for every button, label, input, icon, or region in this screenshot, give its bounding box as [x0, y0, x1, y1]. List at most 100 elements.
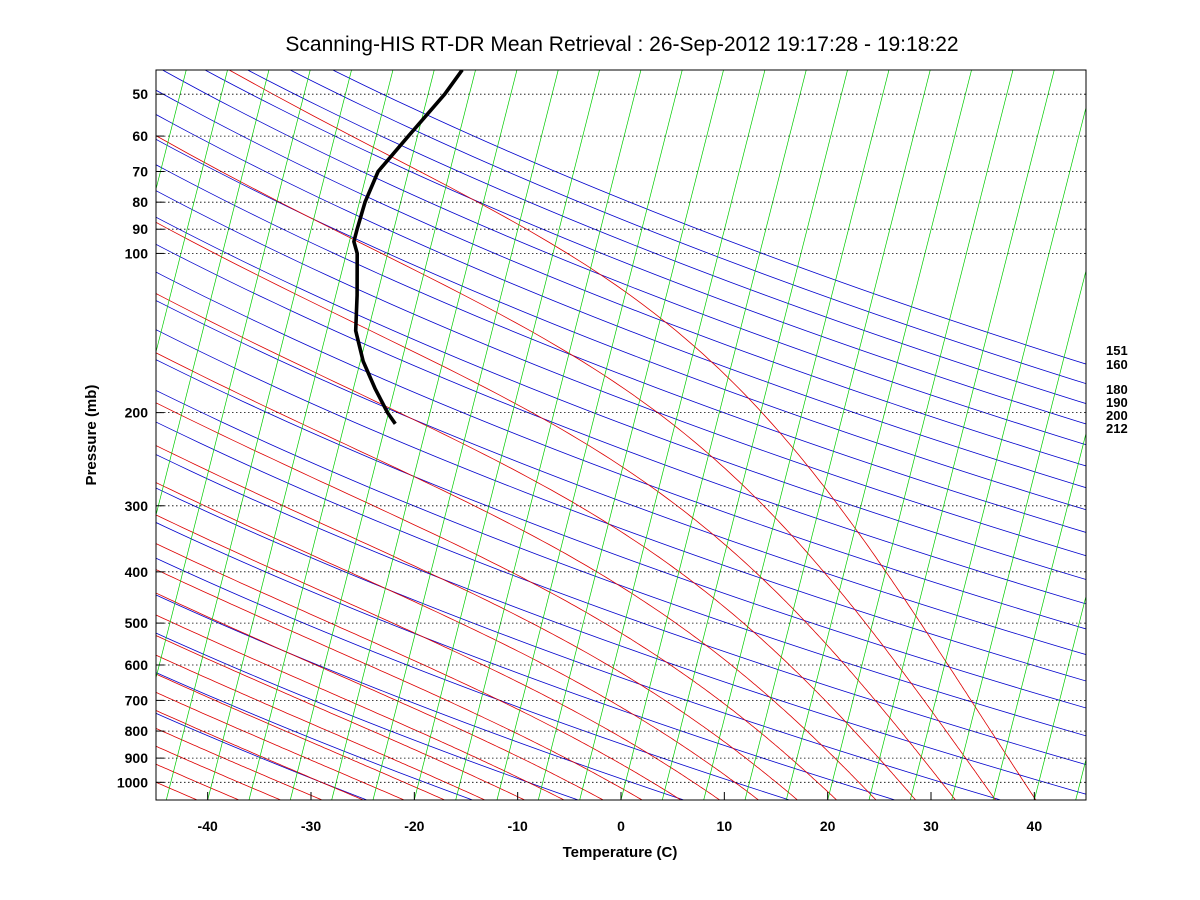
background-lines [0, 43, 1200, 800]
dry-adiabat-line [156, 454, 1086, 795]
moist-adiabat-line [156, 614, 565, 800]
dry-adiabat-line [156, 594, 684, 800]
x-tick-label: 30 [923, 818, 939, 834]
y-tick-label: 800 [125, 723, 149, 739]
moist-adiabat-line [156, 569, 643, 800]
x-tick-label: -30 [301, 818, 321, 834]
isobar-gridlines [156, 93, 1086, 783]
mixing-ratio-line [207, 70, 394, 800]
dry-adiabat-line [331, 70, 1086, 365]
mixing-ratio-line [372, 70, 559, 800]
y-tick-label: 70 [132, 163, 148, 179]
dry-adiabat-line [156, 89, 1086, 467]
x-tick-label: 20 [820, 818, 836, 834]
moist-adiabat-line [156, 727, 323, 800]
moist-adiabat-line [156, 592, 604, 800]
mixing-ratio-line [0, 43, 152, 800]
moist-adiabat-line [156, 514, 720, 800]
mixing-ratio-line [661, 70, 848, 800]
x-tick-label: -20 [404, 818, 424, 834]
dry-adiabat-line [161, 70, 1086, 446]
mixing-ratio-line [0, 43, 28, 800]
mixing-ratio-line [496, 70, 683, 800]
right-height-label: 212 [1106, 421, 1128, 436]
mixing-ratio-line [1033, 594, 1086, 800]
right-height-label: 190 [1106, 395, 1128, 410]
moist-adiabat-line [156, 402, 837, 800]
moist-adiabat-line [156, 135, 996, 800]
chart-title: Scanning-HIS RT-DR Mean Retrieval : 26-S… [285, 33, 958, 56]
mixing-ratio-line [537, 70, 724, 800]
profile-series [352, 70, 464, 425]
y-tick-label: 100 [125, 245, 149, 261]
mixing-ratio-line [868, 70, 1055, 800]
x-tick-label: 0 [617, 818, 625, 834]
mixing-ratio-line [156, 70, 311, 680]
y-tick-label: 200 [125, 405, 149, 421]
x-tick-label: -40 [198, 818, 218, 834]
moist-adiabat-line [156, 635, 525, 800]
dry-adiabat-line [289, 70, 1086, 385]
moist-adiabat-line [156, 654, 485, 800]
plot-frame [155, 69, 1087, 801]
dry-adiabat-line [156, 359, 1086, 709]
dry-adiabat-line [156, 190, 1086, 557]
moist-adiabat-line [156, 745, 281, 800]
mixing-ratio-line [951, 269, 1086, 800]
y-tick-label: 700 [125, 692, 149, 708]
y-axis-label: Pressure (mb) [83, 385, 100, 486]
y-tick-label: 50 [132, 86, 148, 102]
dry-adiabat-line [156, 271, 1086, 630]
mixing-ratio-line [289, 70, 476, 800]
moist-adiabat-line [156, 691, 405, 800]
mixing-ratio-line [909, 106, 1086, 800]
dry-adiabat-line [156, 216, 1086, 580]
x-tick-label: 10 [717, 818, 733, 834]
y-tick-label: 900 [125, 750, 149, 766]
mixing-ratio-line [248, 70, 435, 800]
mixing-ratio-line [827, 70, 1014, 800]
y-tick-label: 60 [132, 128, 148, 144]
right-height-label: 160 [1106, 357, 1128, 372]
mixing-ratio-line [156, 70, 187, 191]
moist-adiabat-line [156, 709, 364, 800]
temperature-profile-line [352, 70, 464, 425]
dry-adiabat-line [156, 487, 1001, 800]
y-tick-label: 400 [125, 564, 149, 580]
y-tick-label: 90 [132, 221, 148, 237]
y-tick-label: 1000 [117, 774, 148, 790]
right-height-label: 180 [1106, 382, 1128, 397]
moist-adiabat-line [156, 673, 445, 800]
mixing-ratio-line [992, 432, 1086, 800]
moist-adiabat-line [156, 293, 916, 800]
dry-adiabat-line [156, 632, 579, 800]
dry-adiabat-line [246, 70, 1086, 404]
mixing-ratio-line [165, 70, 352, 800]
dry-adiabat-line [156, 522, 896, 800]
x-tick-label: -10 [508, 818, 528, 834]
moist-adiabat-line [156, 482, 759, 800]
mixing-ratio-line [1117, 43, 1200, 800]
dry-adiabat-line [156, 329, 1086, 682]
mixing-ratio-line [156, 70, 270, 517]
y-tick-label: 500 [125, 615, 149, 631]
mixing-ratio-line [455, 70, 642, 800]
moist-adiabat-line [156, 543, 682, 800]
mixing-ratio-line [579, 70, 766, 800]
dry-adiabat-line [156, 164, 1086, 533]
dry-adiabat-line [204, 70, 1086, 425]
mixing-ratio-line [703, 70, 890, 800]
moist-adiabat-line [156, 763, 240, 800]
mixing-ratio-line [785, 70, 972, 800]
dry-adiabat-line [156, 114, 1086, 489]
right-height-label: 151 [1106, 343, 1128, 358]
mixing-ratio-line [744, 70, 931, 800]
moist-adiabat-line [156, 221, 956, 800]
x-axis-ticks: -40 -30 -20 -10 0 10 20 30 40 [198, 792, 1042, 834]
y-axis-ticks: 50 60 70 80 90 100 200 300 400 500 600 700 800 900 100… [117, 86, 164, 790]
moist-adiabat-line [156, 445, 798, 800]
dry-adiabat-line [156, 389, 1086, 737]
mixing-ratio-line [156, 70, 228, 354]
